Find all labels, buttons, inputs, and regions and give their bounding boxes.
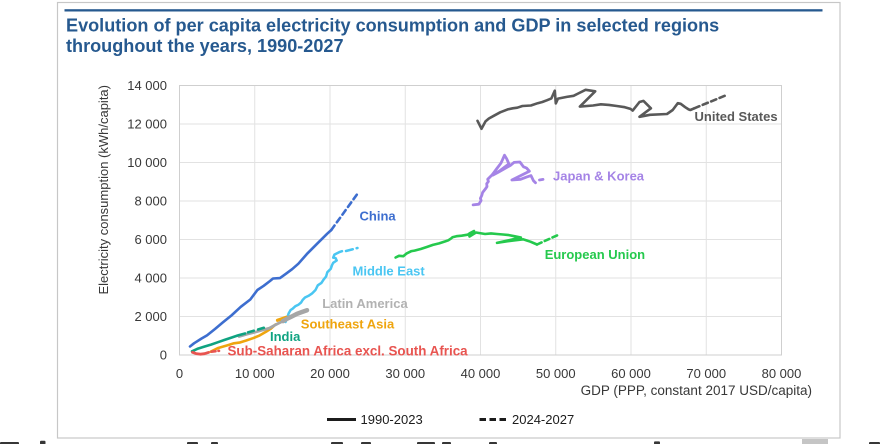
svg-text:throughout the years, 1990-202: throughout the years, 1990-2027 (66, 36, 344, 56)
svg-text:6 000: 6 000 (134, 232, 167, 247)
svg-text:14 000: 14 000 (127, 78, 167, 93)
svg-text:Middle East: Middle East (353, 264, 426, 279)
svg-text:2 000: 2 000 (134, 309, 167, 324)
svg-text:30 000: 30 000 (385, 366, 425, 381)
svg-text:Japan & Korea: Japan & Korea (553, 169, 645, 184)
svg-text:4 000: 4 000 (134, 271, 167, 286)
svg-text:1990-2023: 1990-2023 (361, 412, 423, 427)
svg-text:India: India (270, 329, 301, 344)
svg-text:0: 0 (160, 348, 167, 363)
svg-text:60 000: 60 000 (611, 366, 651, 381)
svg-text:70 000: 70 000 (686, 366, 726, 381)
svg-text:80 000: 80 000 (762, 366, 802, 381)
svg-text:Latin America: Latin America (322, 296, 408, 311)
svg-text:GDP (PPP, constant 2017 USD/ca: GDP (PPP, constant 2017 USD/capita) (581, 383, 812, 398)
svg-text:China: China (360, 209, 397, 224)
svg-text:Sub-Saharan Africa excl. South: Sub-Saharan Africa excl. South Africa (228, 343, 469, 358)
svg-text:40 000: 40 000 (461, 366, 501, 381)
svg-text:8 000: 8 000 (134, 194, 167, 209)
svg-text:0: 0 (176, 366, 183, 381)
svg-text:50 000: 50 000 (536, 366, 576, 381)
svg-text:Electricity consumption (kWh/c: Electricity consumption (kWh/capita) (96, 85, 111, 295)
svg-text:2024-2027: 2024-2027 (512, 412, 574, 427)
svg-text:Southeast Asia: Southeast Asia (301, 317, 395, 332)
svg-text:Evolution of per capita electr: Evolution of per capita electricity cons… (66, 16, 719, 36)
svg-text:20 000: 20 000 (310, 366, 350, 381)
svg-text:United States: United States (695, 109, 778, 124)
svg-text:12 000: 12 000 (127, 117, 167, 132)
svg-text:European Union: European Union (545, 247, 645, 262)
svg-text:10 000: 10 000 (127, 155, 167, 170)
svg-text:10 000: 10 000 (235, 366, 275, 381)
